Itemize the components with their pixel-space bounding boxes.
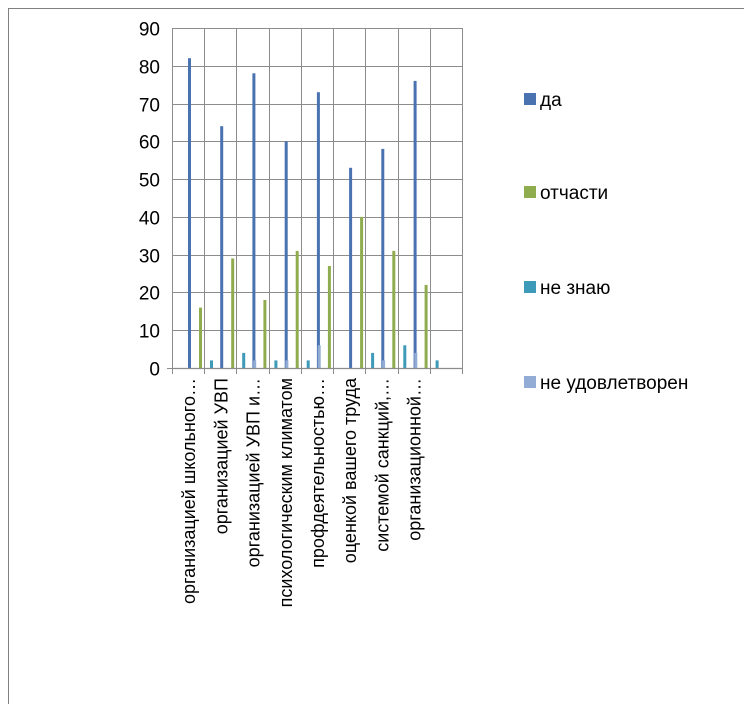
bar-2-5 bbox=[328, 266, 331, 368]
legend-label-3: не знаю bbox=[540, 278, 610, 299]
bar-1-2 bbox=[220, 126, 223, 368]
bar-4-3 bbox=[285, 360, 288, 368]
bar-1-5 bbox=[317, 92, 320, 368]
bar-2-3 bbox=[263, 300, 266, 368]
y-tick-label-20: 20 bbox=[139, 284, 160, 305]
bar-3-3 bbox=[274, 360, 277, 368]
x-tick-label-6: оценкой вашего труда bbox=[340, 377, 360, 563]
y-tick-label-40: 40 bbox=[139, 209, 160, 230]
bar-2-4 bbox=[296, 251, 299, 368]
y-tick-label-0: 0 bbox=[149, 360, 160, 381]
x-tick-label-8: организационной… bbox=[405, 378, 425, 541]
x-tick-label-4: психологическим климатом bbox=[276, 378, 296, 607]
bar-1-6 bbox=[349, 168, 352, 368]
y-tick-label-30: 30 bbox=[139, 247, 160, 268]
bar-1-8 bbox=[414, 81, 417, 368]
legend-swatch-3 bbox=[524, 281, 536, 293]
x-tick-labels: организацией школьного… организацией УВП о… bbox=[179, 377, 425, 607]
legend-label-4: не удовлетворен bbox=[540, 373, 688, 394]
x-tick-label-1: организацией школьного… bbox=[179, 378, 199, 604]
legend-label-1: да bbox=[540, 90, 562, 111]
legend-swatch-4 bbox=[524, 376, 536, 388]
x-tick-label-2: организацией УВП bbox=[211, 378, 231, 534]
bar-1-1 bbox=[188, 58, 191, 368]
y-tick-labels: 0 10 20 30 40 50 60 70 80 90 bbox=[139, 20, 160, 381]
bar-2-1 bbox=[199, 308, 202, 368]
legend-label-2: отчасти bbox=[540, 183, 608, 204]
axes bbox=[167, 368, 463, 374]
bar-4-7 bbox=[414, 353, 417, 368]
bar-3-6 bbox=[371, 353, 374, 368]
bar-3-8 bbox=[436, 360, 439, 368]
x-tick-label-3: организацией УВП и… bbox=[244, 378, 264, 567]
bar-3-2 bbox=[242, 353, 245, 368]
y-tick-label-50: 50 bbox=[139, 171, 160, 192]
bar-4-4 bbox=[318, 345, 321, 368]
x-tick-label-7: системой санкций,… bbox=[372, 378, 392, 552]
legend-swatch-2 bbox=[524, 186, 536, 198]
bar-2-7 bbox=[392, 251, 395, 368]
bar-2-8 bbox=[425, 285, 428, 368]
chart-border bbox=[9, 9, 744, 705]
bar-3-4 bbox=[307, 360, 310, 368]
y-tick-label-60: 60 bbox=[139, 133, 160, 154]
bar-3-7 bbox=[403, 345, 406, 368]
legend: да отчасти не знаю не удовлетворен bbox=[524, 90, 688, 394]
bar-2-2 bbox=[231, 258, 234, 368]
bar-1-4 bbox=[285, 141, 288, 368]
y-tick-label-10: 10 bbox=[139, 322, 160, 343]
y-tick-label-90: 90 bbox=[139, 20, 160, 41]
x-tick-label-5: профдеятельностью… bbox=[308, 378, 328, 568]
legend-swatch-1 bbox=[524, 93, 536, 105]
y-tick-label-80: 80 bbox=[139, 58, 160, 79]
y-tick-label-70: 70 bbox=[139, 96, 160, 117]
bar-1-3 bbox=[252, 73, 255, 368]
bar-4-6 bbox=[382, 360, 385, 368]
bar-4-2 bbox=[253, 360, 256, 368]
bar-3-1 bbox=[210, 360, 213, 368]
bar-2-6 bbox=[360, 217, 363, 368]
bar-1-7 bbox=[381, 149, 384, 368]
